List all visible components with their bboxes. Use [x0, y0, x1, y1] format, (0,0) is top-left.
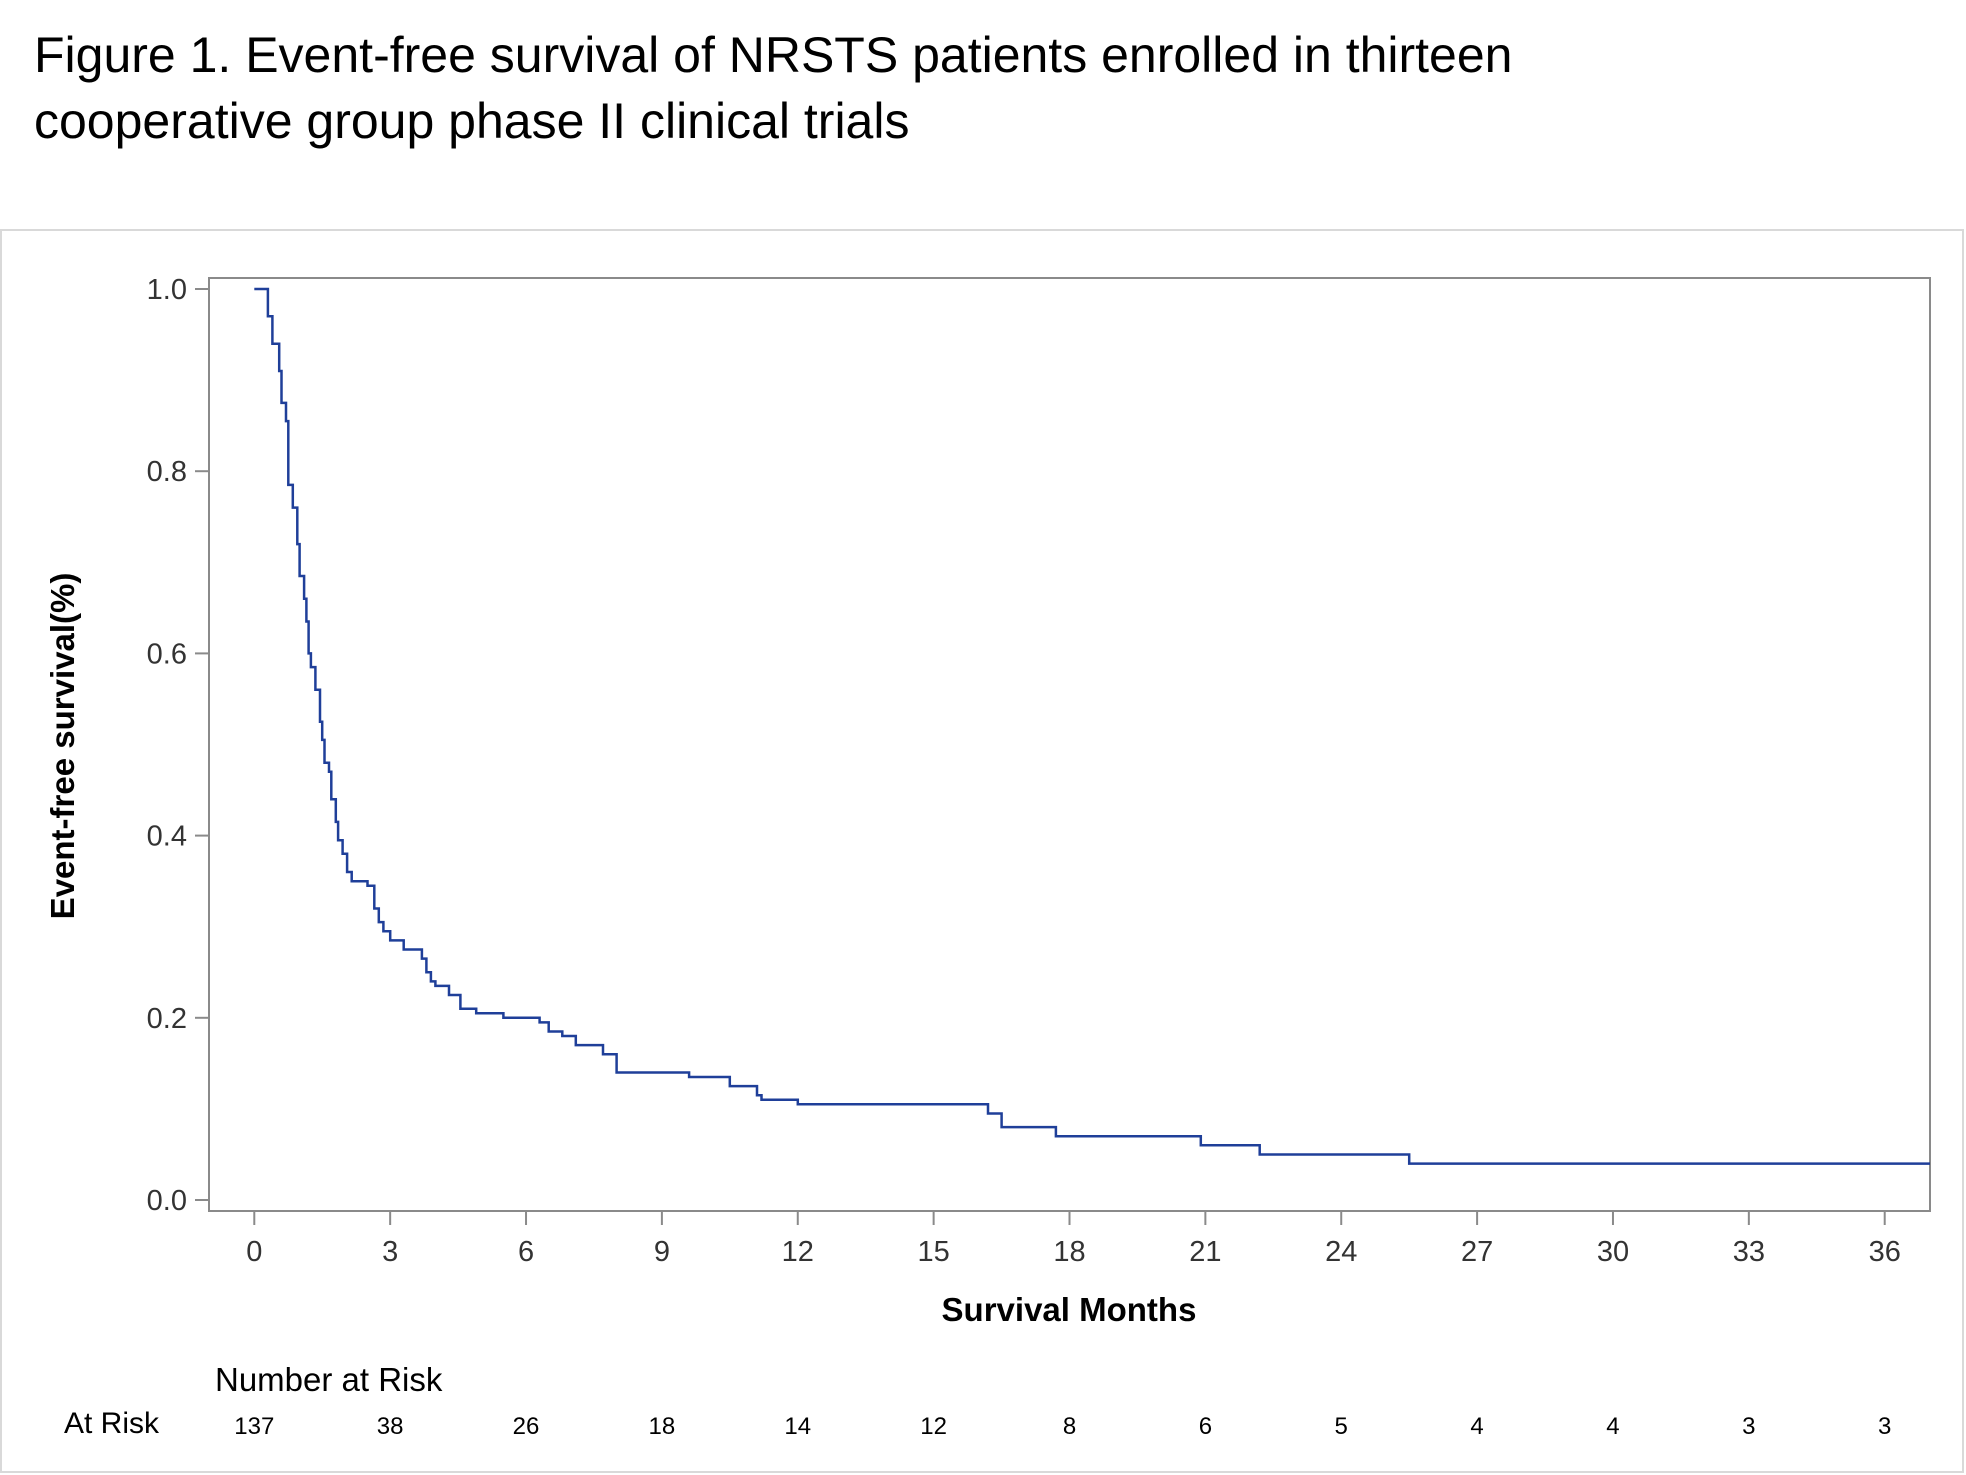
series-layer — [254, 287, 1930, 1165]
x-tick-label: 18 — [1053, 1236, 1085, 1268]
x-tick-label: 27 — [1461, 1236, 1493, 1268]
figure-title: Figure 1. Event-free survival of NRSTS p… — [34, 22, 1914, 154]
y-axis-label: Event-free survival(%) — [44, 573, 81, 920]
survival-curve — [254, 287, 1930, 1165]
risk-value: 5 — [1335, 1413, 1348, 1440]
plot-area-border — [208, 277, 1931, 1212]
risk-value: 137 — [234, 1413, 274, 1440]
x-tick-label: 21 — [1189, 1236, 1221, 1268]
x-tick-label: 36 — [1869, 1236, 1901, 1268]
figure-title-line1: Figure 1. Event-free survival of NRSTS p… — [34, 27, 1513, 83]
y-tick-label: 0.2 — [147, 1003, 187, 1035]
y-tick-label: 0.0 — [147, 1185, 187, 1217]
x-tick-label: 15 — [917, 1236, 949, 1268]
x-tick-label: 24 — [1325, 1236, 1357, 1268]
x-tick-label: 3 — [382, 1236, 398, 1268]
risk-value: 18 — [649, 1413, 676, 1440]
x-tick-label: 0 — [246, 1236, 262, 1268]
x-tick-label: 6 — [518, 1236, 534, 1268]
x-tick-label: 30 — [1597, 1236, 1629, 1268]
x-tick-label: 9 — [654, 1236, 670, 1268]
risk-values: 137 38 26 18 14 12 8 6 5 4 4 3 3 — [234, 1413, 1891, 1440]
y-tick-label: 1.0 — [147, 274, 187, 306]
y-axis: 0.0 0.2 0.4 0.6 0.8 1.0 — [147, 274, 209, 1217]
x-tick-label: 12 — [782, 1236, 814, 1268]
y-tick-label: 0.8 — [147, 456, 187, 488]
risk-value: 6 — [1199, 1413, 1212, 1440]
x-axis: 0 3 6 9 12 15 18 21 24 27 30 33 36 — [246, 1211, 1901, 1268]
risk-value: 3 — [1742, 1413, 1755, 1440]
risk-value: 12 — [920, 1413, 947, 1440]
risk-value: 38 — [377, 1413, 404, 1440]
km-chart: 0.00.20.40.60.81.0 0 3 6 9 12 15 18 21 24 27 30 33 3… — [44, 274, 1931, 1440]
risk-row-label: At Risk — [64, 1407, 160, 1440]
risk-value: 4 — [1606, 1413, 1619, 1440]
figure-title-line2: cooperative group phase II clinical tria… — [34, 93, 910, 149]
y-tick-label: 0.4 — [147, 821, 187, 853]
y-tick-label: 0.6 — [147, 638, 187, 670]
risk-table-title: Number at Risk — [215, 1361, 443, 1398]
x-axis-label: Survival Months — [942, 1291, 1197, 1328]
risk-value: 8 — [1063, 1413, 1076, 1440]
chart-frame: 0.0 0.2 0.4 0.6 0.8 1.0 0 3 6 9 12 15 18 21 24 27 30 33 3… — [0, 229, 1964, 1473]
risk-value: 4 — [1470, 1413, 1483, 1440]
risk-value: 26 — [513, 1413, 540, 1440]
risk-value: 14 — [784, 1413, 811, 1440]
x-tick-label: 33 — [1733, 1236, 1765, 1268]
risk-value: 3 — [1878, 1413, 1891, 1440]
